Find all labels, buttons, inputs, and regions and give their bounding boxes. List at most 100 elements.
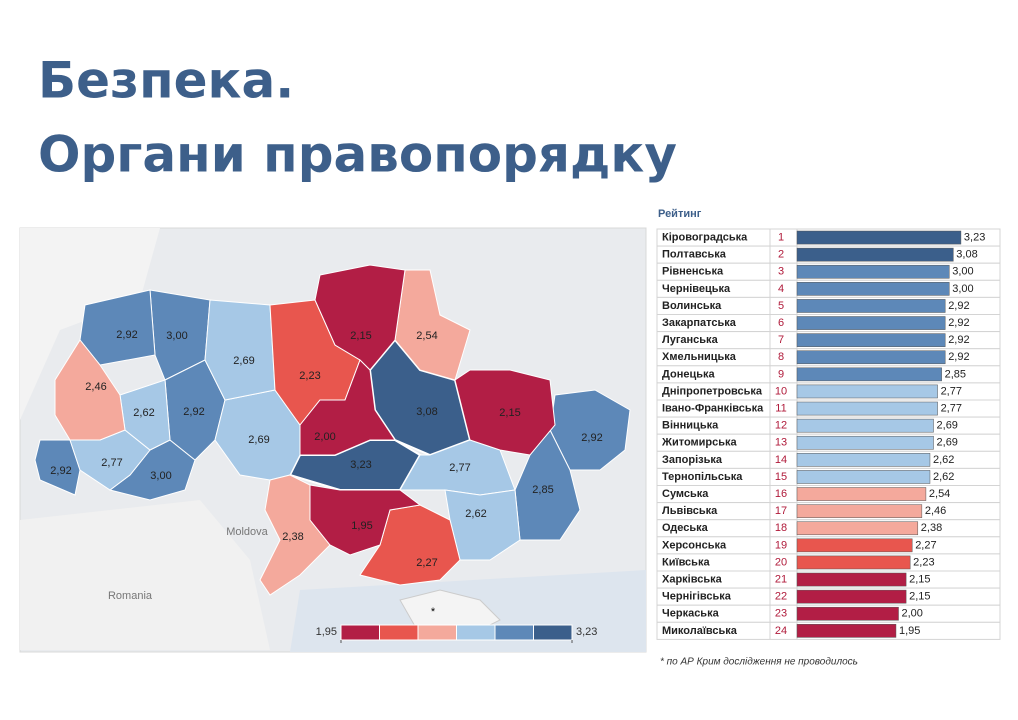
- region-value-label: 2,46: [85, 381, 106, 393]
- region-value-label: 3,23: [350, 459, 371, 471]
- legend-label: 1,95: [316, 626, 337, 638]
- title: Безпека.: [38, 52, 294, 110]
- region-value-label: 2,15: [350, 330, 371, 342]
- region-value-label: 3,00: [150, 470, 171, 482]
- bar: [796, 350, 946, 365]
- region-value-label: 2,62: [465, 508, 486, 520]
- bar: [796, 299, 946, 313]
- map: 3,23 3,08 3,00 3,00 2,92 2,92 2,92 2,92 2,85 2,77…: [34, 264, 631, 643]
- bar: [796, 572, 907, 587]
- legend-label: 3,23: [576, 626, 597, 638]
- rank: 7: [778, 334, 784, 346]
- region-value-label: 2,69: [248, 434, 269, 446]
- region-name: Полтавська: [662, 249, 727, 261]
- region-name: Херсонська: [662, 539, 727, 551]
- region-value-label: 2,54: [416, 330, 437, 342]
- value-label: 2,92: [948, 300, 969, 312]
- rank: 17: [775, 505, 787, 517]
- value-label: 1,95: [899, 625, 920, 637]
- rank: 14: [775, 454, 787, 466]
- region-name: Дніпропетровська: [662, 385, 763, 397]
- region-value-label: 2,92: [581, 432, 602, 444]
- annotation: *: [431, 606, 436, 618]
- rank: 5: [778, 300, 784, 312]
- value-label: 2,54: [929, 488, 950, 500]
- rating-title: Рейтинг: [658, 208, 702, 220]
- region-name: Житомирська: [661, 437, 738, 449]
- bar: [796, 247, 954, 262]
- rank: 18: [775, 522, 787, 534]
- rank: 10: [775, 385, 787, 397]
- region: [314, 264, 406, 371]
- value-label: 2,15: [909, 591, 930, 603]
- region: [454, 369, 556, 456]
- value-label: 2,69: [937, 420, 958, 432]
- region-value-label: 2,00: [314, 431, 335, 443]
- neighbor-land: [20, 500, 270, 650]
- value-label: 2,85: [945, 368, 966, 380]
- rank: 24: [775, 625, 787, 637]
- region-name: Волинська: [662, 300, 722, 312]
- value-label: 2,27: [915, 539, 936, 551]
- rank: 3: [778, 266, 784, 278]
- rating-table: Кіровоградська 1 3,23 Полтавська 2 3,08 Рівнен…: [656, 228, 1001, 640]
- rank: 19: [775, 539, 787, 551]
- region-value-label: 3,08: [416, 406, 437, 418]
- region: [359, 504, 461, 586]
- bar: [796, 487, 927, 501]
- region-value-label: 2,27: [416, 557, 437, 569]
- value-label: 3,00: [952, 283, 973, 295]
- rank: 13: [775, 437, 787, 449]
- region-name: Харківська: [662, 573, 723, 585]
- region: [299, 359, 396, 456]
- region-name: Запорізька: [662, 454, 723, 466]
- bar: [796, 367, 942, 382]
- bar: [796, 504, 923, 518]
- bar: [796, 282, 950, 296]
- value-label: 2,92: [948, 334, 969, 346]
- region-value-label: 2,69: [233, 355, 254, 367]
- rank: 1: [778, 231, 784, 243]
- rank: 4: [778, 283, 784, 295]
- region-name: Черкаська: [662, 608, 720, 620]
- region-value-label: 2,92: [50, 465, 71, 477]
- value-label: 2,23: [913, 556, 934, 568]
- rank: 20: [775, 556, 787, 568]
- region-name: Сумська: [662, 488, 709, 500]
- bar: [796, 418, 934, 433]
- value-label: 3,23: [964, 231, 985, 243]
- region-value-label: 2,85: [532, 484, 553, 496]
- value-label: 3,08: [956, 249, 977, 261]
- value-label: 2,62: [933, 471, 954, 483]
- bar: [796, 333, 946, 347]
- value-label: 2,69: [937, 437, 958, 449]
- rank: 22: [775, 591, 787, 603]
- region-value-label: 2,23: [299, 370, 320, 382]
- value-label: 2,46: [925, 505, 946, 517]
- rank: 15: [775, 471, 787, 483]
- value-label: 3,00: [952, 266, 973, 278]
- region-name: Львівська: [662, 505, 718, 517]
- value-label: 2,77: [941, 402, 962, 414]
- bar: [796, 316, 946, 330]
- region-name: Луганська: [662, 334, 719, 346]
- region-name: Донецька: [662, 368, 715, 380]
- region-name: Закарпатська: [662, 317, 737, 329]
- rank: 21: [775, 573, 787, 585]
- region-name: Хмельницька: [662, 351, 737, 363]
- bar: [796, 470, 931, 484]
- region-name: Чернігівська: [662, 591, 732, 603]
- value-label: 2,62: [933, 454, 954, 466]
- bar: [796, 230, 962, 245]
- rank: 11: [775, 402, 786, 414]
- bar: [796, 521, 919, 536]
- bar: [796, 589, 907, 604]
- value-label: 2,92: [948, 351, 969, 363]
- place-label: Romania: [108, 590, 153, 602]
- bar: [796, 401, 938, 416]
- subtitle: Органи правопорядку: [38, 126, 677, 184]
- rank: 8: [778, 351, 784, 363]
- bar: [796, 624, 897, 638]
- bar: [796, 264, 950, 279]
